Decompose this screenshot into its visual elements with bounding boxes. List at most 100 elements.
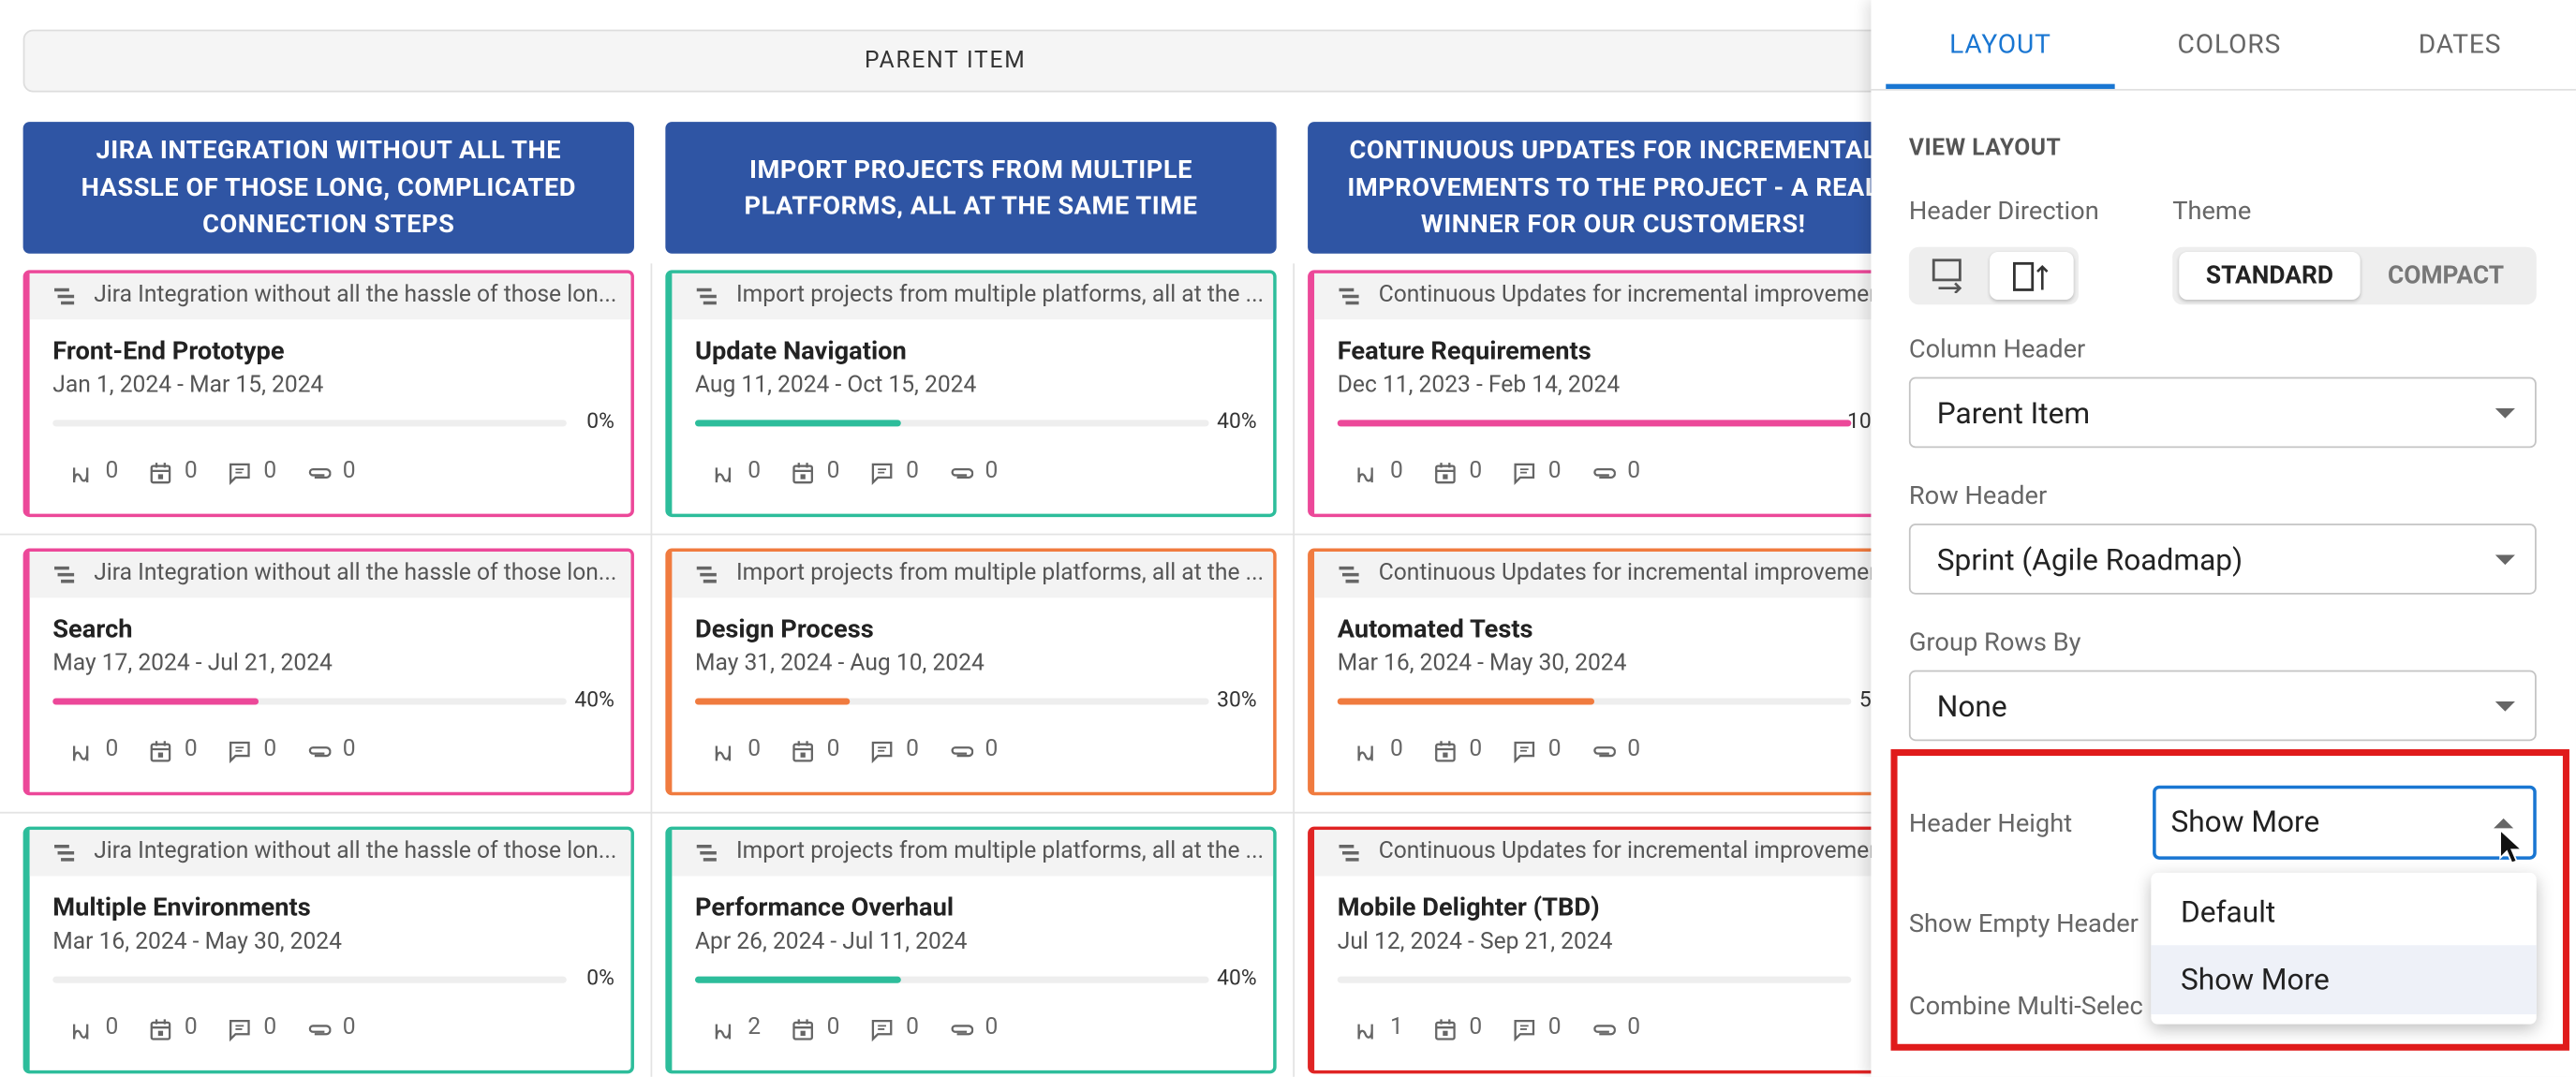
card-title: Feature Requirements xyxy=(1337,335,1591,366)
label: Header Height xyxy=(1908,808,2073,838)
count: 0 xyxy=(184,457,198,484)
label: Row Header xyxy=(1908,480,2048,511)
select-value: Sprint (Agile Roadmap) xyxy=(1936,543,2243,579)
parent-bar[interactable]: PARENT ITEM xyxy=(22,29,1902,93)
dropdown-option[interactable]: Default xyxy=(2180,895,2276,931)
count-icon xyxy=(871,1020,893,1042)
parent-strip: Continuous Updates for incremental impro… xyxy=(1314,830,1916,877)
card[interactable]: Jira Integration without all the hassle … xyxy=(22,826,634,1074)
progress-track xyxy=(52,698,567,705)
count-icon xyxy=(715,745,732,761)
card[interactable]: Jira Integration without all the hassle … xyxy=(22,548,634,796)
separator xyxy=(650,263,653,1077)
card[interactable]: Import projects from multiple platforms,… xyxy=(665,548,1277,796)
column-header[interactable]: CONTINUOUS UPDATES FOR INCREMENTAL IMPRO… xyxy=(1308,122,1919,254)
parent-icon xyxy=(1339,566,1359,583)
count-icon xyxy=(308,746,332,758)
card[interactable]: Continuous Updates for incremental impro… xyxy=(1308,548,1919,796)
count-icon xyxy=(1514,463,1535,485)
card[interactable]: Continuous Updates for incremental impro… xyxy=(1308,826,1919,1074)
count: 0 xyxy=(105,1014,119,1041)
count-icon xyxy=(1593,746,1616,758)
card-dates: Dec 11, 2023 - Feb 14, 2024 xyxy=(1337,372,1621,399)
progress-track xyxy=(695,698,1209,705)
theme-option[interactable]: STANDARD xyxy=(2179,252,2361,301)
parent-text: Import projects from multiple platforms,… xyxy=(735,837,1265,865)
parent-icon xyxy=(696,566,717,583)
count-icon xyxy=(1435,463,1456,484)
progress-label: 40% xyxy=(1217,966,1257,992)
progress-label: 0% xyxy=(586,966,614,992)
tab-divider xyxy=(1871,88,2576,91)
parent-text: Continuous Updates for incremental impro… xyxy=(1378,837,1901,865)
progress-bar xyxy=(695,698,850,705)
select[interactable]: Sprint (Agile Roadmap) xyxy=(1908,524,2537,595)
count-icon xyxy=(150,741,171,762)
count-icon xyxy=(792,741,813,762)
count: 0 xyxy=(1547,457,1562,484)
cursor xyxy=(2499,828,2524,864)
tab[interactable]: LAYOUT xyxy=(1949,27,2051,60)
count: 0 xyxy=(1547,1014,1562,1041)
card[interactable]: Jira Integration without all the hassle … xyxy=(22,270,634,518)
settings-panel: VIEW LAYOUT Header Direction Theme STAND… xyxy=(1871,0,2576,1077)
select-open[interactable]: Show More xyxy=(2153,785,2537,860)
label: Group Rows By xyxy=(1908,627,2081,657)
card-title: Update Navigation xyxy=(695,335,907,366)
card[interactable]: Import projects from multiple platforms,… xyxy=(665,270,1277,518)
select[interactable]: Parent Item xyxy=(1908,376,2537,449)
label: Theme xyxy=(2172,196,2252,226)
card[interactable]: Import projects from multiple platforms,… xyxy=(665,826,1277,1074)
column-header[interactable]: JIRA INTEGRATION WITHOUT ALL THE HASSLE … xyxy=(22,122,634,254)
icon-horizontal[interactable] xyxy=(1929,257,1968,293)
card-title: Multiple Environments xyxy=(52,892,311,922)
select[interactable]: None xyxy=(1908,670,2537,742)
select-value: None xyxy=(1936,689,2007,725)
count-icon xyxy=(1593,467,1616,479)
column-header[interactable]: IMPORT PROJECTS FROM MULTIPLE PLATFORMS,… xyxy=(665,122,1277,254)
card-title: Automated Tests xyxy=(1337,613,1533,644)
card-title: Mobile Delighter (TBD) xyxy=(1337,892,1600,922)
column-header-text: JIRA INTEGRATION WITHOUT ALL THE HASSLE … xyxy=(81,135,576,240)
parent-icon xyxy=(54,845,75,862)
parent-strip: Jira Integration without all the hassle … xyxy=(29,273,631,320)
progress-label: 40% xyxy=(1217,409,1257,435)
card-dates: May 17, 2024 - Jul 21, 2024 xyxy=(52,650,333,677)
count-icon xyxy=(715,1024,732,1040)
card-dates: May 31, 2024 - Aug 10, 2024 xyxy=(695,650,985,677)
count: 0 xyxy=(1627,457,1641,484)
card[interactable]: Continuous Updates for incremental impro… xyxy=(1308,270,1919,518)
count: 0 xyxy=(985,1014,999,1041)
count: 0 xyxy=(1469,735,1483,763)
count: 0 xyxy=(985,457,999,484)
parent-text: Import projects from multiple platforms,… xyxy=(735,559,1265,586)
card-dates: Jan 1, 2024 - Mar 15, 2024 xyxy=(52,372,324,399)
count: 0 xyxy=(184,735,198,763)
count: 2 xyxy=(748,1014,762,1041)
card-dates: Mar 16, 2024 - May 30, 2024 xyxy=(1337,650,1627,677)
label: Header Direction xyxy=(1908,196,2099,226)
card-dates: Mar 16, 2024 - May 30, 2024 xyxy=(52,928,342,955)
count-icon xyxy=(1514,741,1535,764)
count-icon xyxy=(150,463,171,484)
column-header-text: CONTINUOUS UPDATES FOR INCREMENTAL IMPRO… xyxy=(1347,135,1880,240)
parent-icon xyxy=(1339,288,1359,305)
parent-text: Jira Integration without all the hassle … xyxy=(94,281,617,308)
card-dates: Aug 11, 2024 - Oct 15, 2024 xyxy=(695,372,977,399)
theme-option[interactable]: COMPACT xyxy=(2388,259,2505,290)
count: 0 xyxy=(105,735,119,763)
count: 0 xyxy=(184,1014,198,1041)
count: 0 xyxy=(342,735,356,763)
parent-strip: Jira Integration without all the hassle … xyxy=(29,552,631,598)
parent-strip: Continuous Updates for incremental impro… xyxy=(1314,552,1916,598)
toggle-selected[interactable] xyxy=(1990,252,2074,301)
count-icon xyxy=(1593,1025,1616,1036)
parent-icon xyxy=(696,288,717,305)
section-title: VIEW LAYOUT xyxy=(1908,135,2062,162)
card-title: Search xyxy=(52,613,133,644)
dropdown-option[interactable]: Show More xyxy=(2151,945,2537,1015)
card-dates: Apr 26, 2024 - Jul 11, 2024 xyxy=(695,928,968,955)
tab[interactable]: COLORS xyxy=(2177,27,2282,60)
progress-track xyxy=(52,976,567,983)
tab[interactable]: DATES xyxy=(2418,27,2502,60)
